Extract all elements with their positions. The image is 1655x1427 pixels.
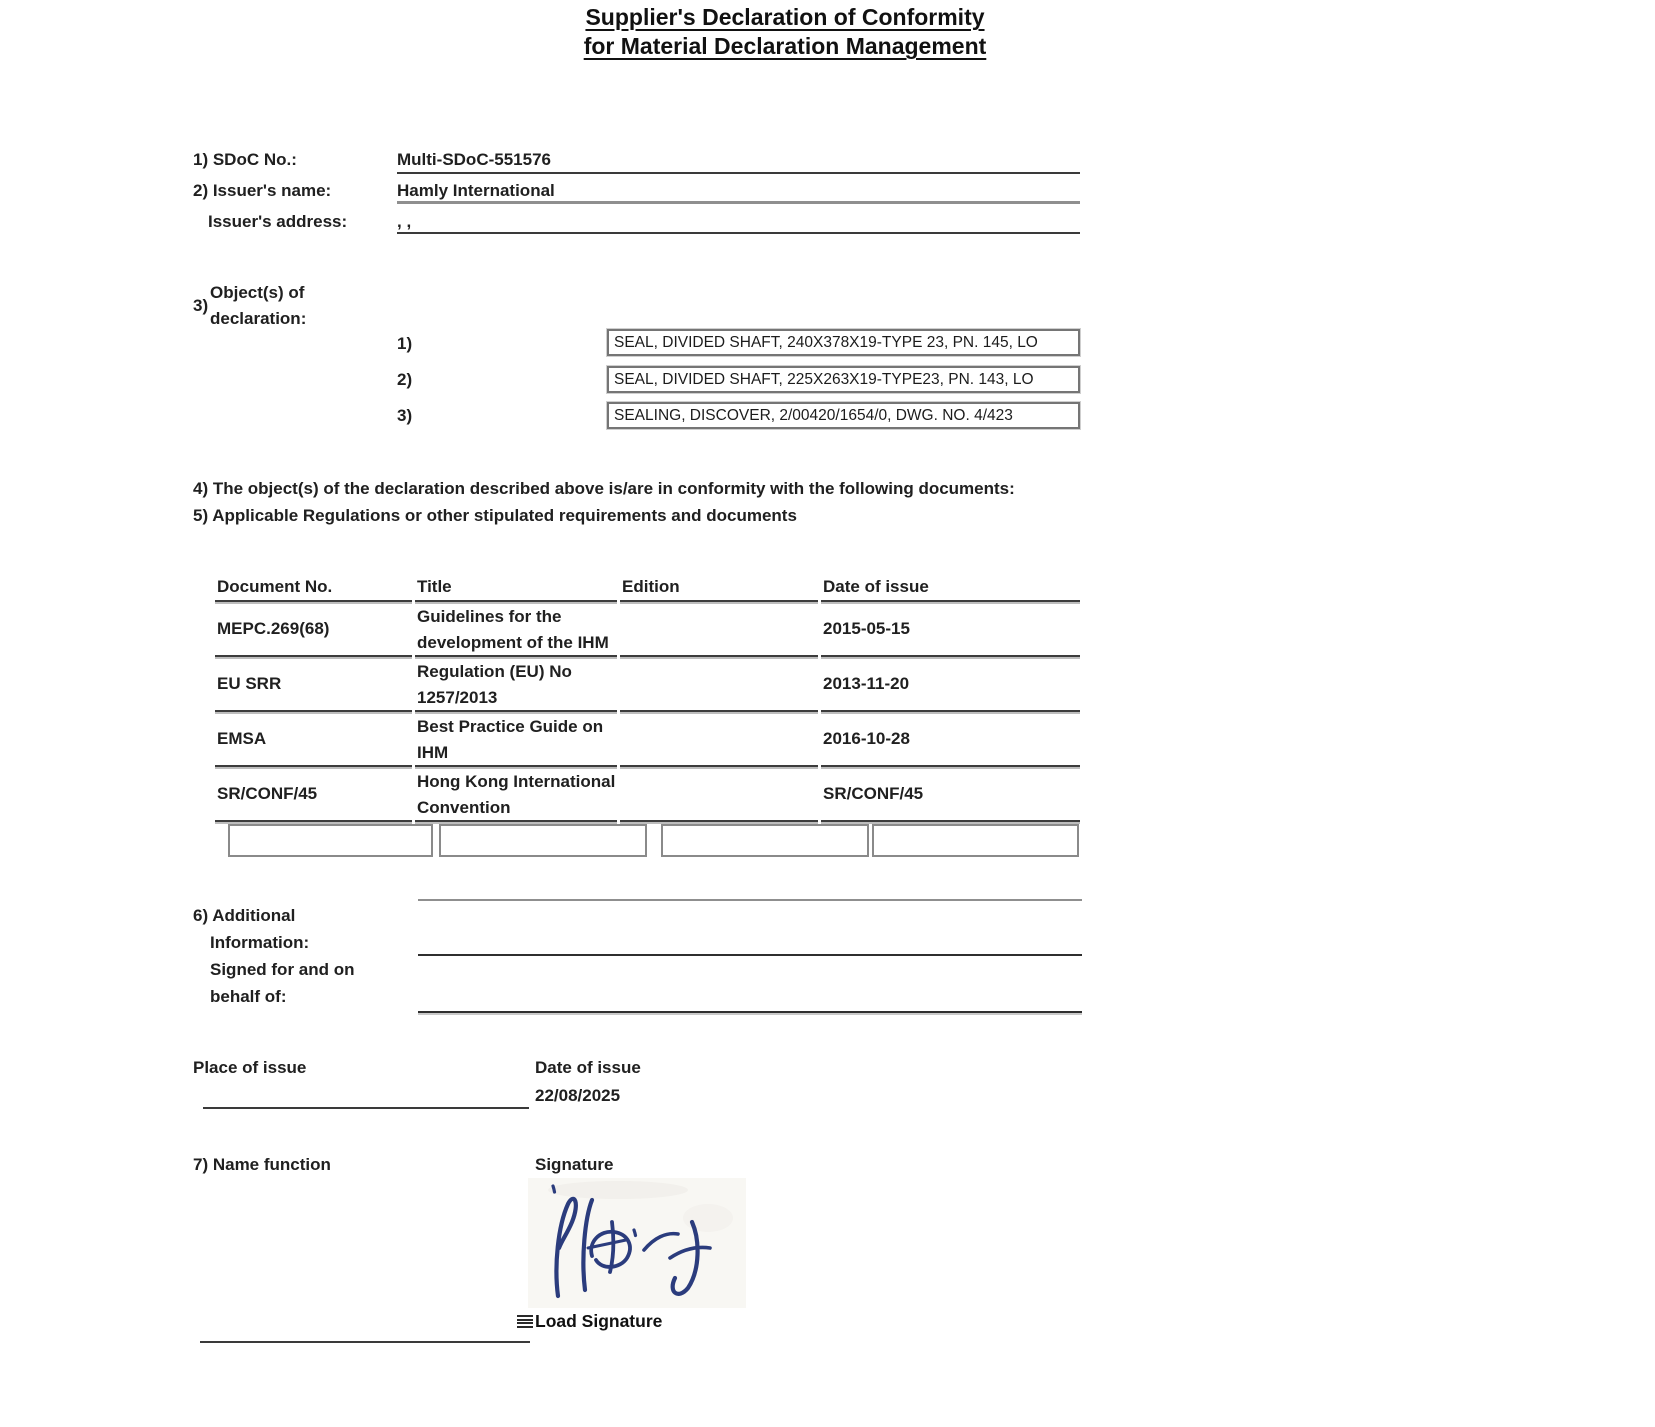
- object-item-3-number: 3): [397, 406, 413, 425]
- cell-date: 2013-11-20: [821, 657, 1080, 712]
- new-title-input[interactable]: [439, 824, 647, 857]
- object-item-3-text: SEALING, DISCOVER, 2/00420/1654/0, DWG. …: [614, 407, 1013, 424]
- table-row: EMSA Best Practice Guide on IHM 2016-10-…: [215, 712, 1080, 767]
- object-item-1-text: SEAL, DIVIDED SHAFT, 240X378X19-TYPE 23,…: [614, 334, 1038, 351]
- issuer-address-value[interactable]: , ,: [397, 212, 412, 231]
- issuer-address-field-line[interactable]: [397, 232, 1080, 234]
- signed-for-label-line1: Signed for and on: [210, 960, 355, 979]
- cell-doc-no: SR/CONF/45: [215, 767, 412, 822]
- load-signature-button[interactable]: Load Signature: [517, 1311, 662, 1332]
- new-edition-input[interactable]: [661, 824, 869, 857]
- cell-date: SR/CONF/45: [821, 767, 1080, 822]
- issuer-name-value[interactable]: Hamly International: [397, 181, 555, 200]
- cell-title: Hong Kong International Convention: [415, 767, 617, 822]
- cell-date: 2016-10-28: [821, 712, 1080, 767]
- date-of-issue-label: Date of issue: [535, 1058, 641, 1077]
- issuer-address-label: Issuer's address:: [208, 212, 348, 231]
- load-signature-label: Load Signature: [535, 1311, 663, 1331]
- place-of-issue-label: Place of issue: [193, 1058, 307, 1077]
- signature-image: [528, 1178, 746, 1308]
- cell-doc-no: EU SRR: [215, 657, 412, 712]
- cell-edition: [620, 767, 818, 822]
- cell-edition: [620, 657, 818, 712]
- object-item-1-number: 1): [397, 334, 413, 353]
- issuer-name-label: 2) Issuer's name:: [193, 181, 332, 200]
- additional-info-label-line2: Information:: [210, 933, 310, 952]
- additional-info-label-line1: 6) Additional: [193, 906, 296, 925]
- signature-label: Signature: [535, 1155, 614, 1174]
- cell-doc-no: MEPC.269(68): [215, 602, 412, 657]
- document-title: Supplier's Declaration of Conformity for…: [400, 3, 1170, 61]
- cell-title: Best Practice Guide on IHM: [415, 712, 617, 767]
- signature-strokes: [548, 1181, 733, 1299]
- table-row: SR/CONF/45 Hong Kong International Conve…: [215, 767, 1080, 822]
- additional-info-field-line[interactable]: [418, 954, 1082, 956]
- date-of-issue-value[interactable]: 22/08/2025: [535, 1086, 621, 1105]
- table-row: MEPC.269(68) Guidelines for the developm…: [215, 602, 1080, 657]
- object-item-2-number: 2): [397, 370, 413, 389]
- sdoc-no-field-line[interactable]: [397, 172, 1080, 174]
- header-document-no: Document No.: [215, 575, 412, 602]
- additional-info-field-top-line[interactable]: [418, 899, 1082, 901]
- document-title-line2: for Material Declaration Management: [583, 33, 987, 59]
- cell-edition: [620, 712, 818, 767]
- object-item-2-text: SEAL, DIVIDED SHAFT, 225X263X19-TYPE23, …: [614, 371, 1034, 388]
- sdoc-no-label: 1) SDoC No.:: [193, 150, 297, 169]
- place-of-issue-field-line[interactable]: [203, 1107, 529, 1109]
- table-row: EU SRR Regulation (EU) No 1257/2013 2013…: [215, 657, 1080, 712]
- menu-lines-icon: [517, 1315, 533, 1328]
- signed-for-field-line[interactable]: [418, 1011, 1082, 1013]
- objects-label-line1: Object(s) of: [210, 283, 305, 302]
- objects-label-line2: declaration:: [210, 309, 307, 328]
- document-title-line1: Supplier's Declaration of Conformity: [585, 4, 985, 30]
- header-date-of-issue: Date of issue: [821, 575, 1080, 602]
- object-item-2-input[interactable]: SEAL, DIVIDED SHAFT, 225X263X19-TYPE23, …: [606, 365, 1081, 394]
- sdoc-no-value[interactable]: Multi-SDoC-551576: [397, 150, 551, 169]
- object-item-1-input[interactable]: SEAL, DIVIDED SHAFT, 240X378X19-TYPE 23,…: [606, 328, 1081, 357]
- cell-title: Guidelines for the development of the IH…: [415, 602, 617, 657]
- signed-for-label-line2: behalf of:: [210, 987, 287, 1006]
- cell-title: Regulation (EU) No 1257/2013: [415, 657, 617, 712]
- statement-4: 4) The object(s) of the declaration desc…: [193, 479, 1015, 498]
- statement-5: 5) Applicable Regulations or other stipu…: [193, 506, 797, 525]
- documents-table-header: Document No. Title Edition Date of issue: [215, 575, 1080, 602]
- header-title: Title: [415, 575, 617, 602]
- new-doc-no-input[interactable]: [228, 824, 433, 857]
- name-function-label: 7) Name function: [193, 1155, 331, 1174]
- issuer-name-field-line[interactable]: [397, 201, 1080, 204]
- cell-date: 2015-05-15: [821, 602, 1080, 657]
- cell-doc-no: EMSA: [215, 712, 412, 767]
- documents-table: Document No. Title Edition Date of issue…: [215, 575, 1080, 822]
- object-item-3-input[interactable]: SEALING, DISCOVER, 2/00420/1654/0, DWG. …: [606, 401, 1081, 430]
- name-function-field-line[interactable]: [200, 1341, 530, 1343]
- header-edition: Edition: [620, 575, 818, 602]
- new-date-input[interactable]: [872, 824, 1079, 857]
- objects-section-number: 3): [193, 296, 209, 315]
- cell-edition: [620, 602, 818, 657]
